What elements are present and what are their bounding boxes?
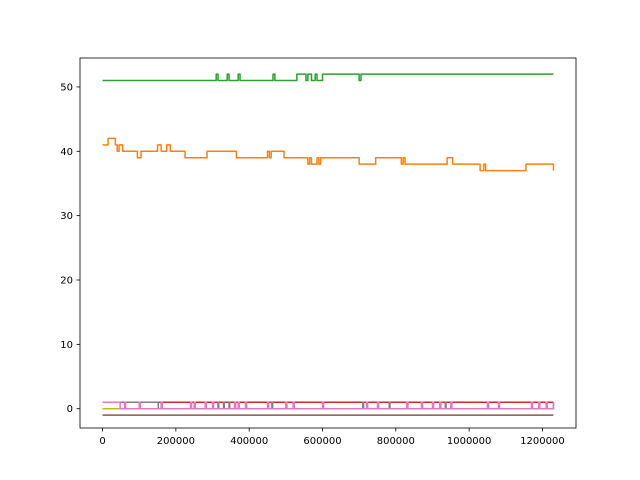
series-line-3 [102, 73, 554, 82]
y-axis: 0 10 20 30 40 50 [60, 82, 80, 415]
y-tick-label: 20 [60, 276, 73, 287]
x-tick-label: 800000 [377, 436, 415, 447]
x-tick-label: 200000 [157, 436, 195, 447]
y-tick-label: 50 [60, 82, 73, 93]
x-tick-label: 0 [99, 436, 105, 447]
x-tick-label: 600000 [303, 436, 341, 447]
x-tick-label: 400000 [230, 436, 268, 447]
series-line-2 [102, 137, 555, 172]
series-line-9 [102, 401, 555, 410]
y-tick-label: 40 [60, 147, 73, 158]
x-axis: 0 200000 400000 600000 800000 1000000 1200000 [99, 428, 565, 447]
y-tick-label: 30 [60, 211, 73, 222]
y-tick-label: 0 [67, 404, 73, 415]
x-tick-label: 1200000 [520, 436, 565, 447]
x-tick-label: 1000000 [447, 436, 492, 447]
y-tick-label: 10 [60, 340, 73, 351]
plot-lines [102, 73, 555, 416]
axes-frame [79, 57, 577, 429]
